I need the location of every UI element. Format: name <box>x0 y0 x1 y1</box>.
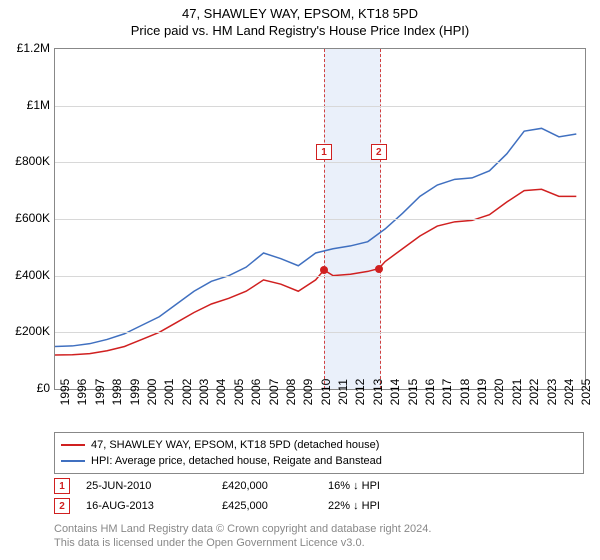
y-axis-label: £200K <box>6 324 50 338</box>
x-axis-label: 2009 <box>301 379 315 406</box>
sale-date: 16-AUG-2013 <box>86 500 206 512</box>
x-axis-label: 2024 <box>562 379 576 406</box>
legend-swatch <box>61 460 85 462</box>
x-axis-label: 2015 <box>406 379 420 406</box>
gridline <box>55 332 585 333</box>
footer-line: Contains HM Land Registry data © Crown c… <box>54 522 584 536</box>
sale-point-marker <box>320 266 328 274</box>
x-axis-label: 2008 <box>284 379 298 406</box>
chart-container: 47, SHAWLEY WAY, EPSOM, KT18 5PD Price p… <box>0 0 600 560</box>
legend-item: HPI: Average price, detached house, Reig… <box>61 453 577 469</box>
sale-date: 25-JUN-2010 <box>86 480 206 492</box>
x-axis-label: 2011 <box>336 379 350 405</box>
legend-item: 47, SHAWLEY WAY, EPSOM, KT18 5PD (detach… <box>61 437 577 453</box>
sale-price: £425,000 <box>222 500 312 512</box>
sale-row: 2 16-AUG-2013 £425,000 22% ↓ HPI <box>54 496 584 516</box>
x-axis-label: 1995 <box>58 379 72 406</box>
x-axis-label: 1996 <box>75 379 89 406</box>
gridline <box>55 106 585 107</box>
x-axis-label: 2006 <box>249 379 263 406</box>
y-axis-label: £400K <box>6 268 50 282</box>
annotation-marker: 1 <box>316 144 332 160</box>
y-axis-label: £0 <box>6 381 50 395</box>
gridline <box>55 219 585 220</box>
x-axis-label: 1997 <box>93 379 107 406</box>
x-axis-label: 2021 <box>510 379 524 406</box>
chart-subtitle: Price paid vs. HM Land Registry's House … <box>0 21 600 42</box>
x-axis-label: 2023 <box>545 379 559 406</box>
y-axis-label: £1.2M <box>6 41 50 55</box>
x-axis-label: 2004 <box>214 379 228 406</box>
x-axis-label: 2016 <box>423 379 437 406</box>
x-axis-label: 2025 <box>579 379 593 406</box>
sales-table: 1 25-JUN-2010 £420,000 16% ↓ HPI 2 16-AU… <box>54 476 584 516</box>
x-axis-label: 2022 <box>527 379 541 406</box>
series-line-hpi <box>55 128 576 346</box>
x-axis-label: 2012 <box>353 379 367 406</box>
sale-delta: 22% ↓ HPI <box>328 500 380 512</box>
x-axis-label: 1998 <box>110 379 124 406</box>
x-axis-label: 2018 <box>458 379 472 406</box>
x-axis-label: 2019 <box>475 379 489 406</box>
gridline <box>55 162 585 163</box>
x-axis-label: 2017 <box>440 379 454 406</box>
x-axis-label: 2002 <box>180 379 194 406</box>
chart-footer: Contains HM Land Registry data © Crown c… <box>54 522 584 551</box>
sale-marker-icon: 2 <box>54 498 70 514</box>
x-axis-label: 2013 <box>371 379 385 406</box>
y-axis-label: £800K <box>6 154 50 168</box>
sale-price: £420,000 <box>222 480 312 492</box>
legend-label: HPI: Average price, detached house, Reig… <box>91 455 382 467</box>
y-axis-label: £1M <box>6 98 50 112</box>
sale-row: 1 25-JUN-2010 £420,000 16% ↓ HPI <box>54 476 584 496</box>
x-axis-label: 2014 <box>388 379 402 406</box>
x-axis-label: 2003 <box>197 379 211 406</box>
x-axis-label: 2007 <box>267 379 281 406</box>
gridline <box>55 276 585 277</box>
x-axis-label: 2001 <box>162 379 176 406</box>
chart-legend: 47, SHAWLEY WAY, EPSOM, KT18 5PD (detach… <box>54 432 584 474</box>
x-axis-label: 2020 <box>492 379 506 406</box>
footer-line: This data is licensed under the Open Gov… <box>54 536 584 550</box>
x-axis-label: 1999 <box>128 379 142 406</box>
sale-marker-icon: 1 <box>54 478 70 494</box>
legend-swatch <box>61 444 85 446</box>
x-axis-label: 2000 <box>145 379 159 406</box>
sale-point-marker <box>375 265 383 273</box>
sale-delta: 16% ↓ HPI <box>328 480 380 492</box>
chart-plot-area: 12 <box>54 48 586 390</box>
y-axis-label: £600K <box>6 211 50 225</box>
annotation-marker: 2 <box>371 144 387 160</box>
chart-title: 47, SHAWLEY WAY, EPSOM, KT18 5PD <box>0 0 600 21</box>
x-axis-label: 2005 <box>232 379 246 406</box>
legend-label: 47, SHAWLEY WAY, EPSOM, KT18 5PD (detach… <box>91 439 379 451</box>
x-axis-label: 2010 <box>319 379 333 406</box>
